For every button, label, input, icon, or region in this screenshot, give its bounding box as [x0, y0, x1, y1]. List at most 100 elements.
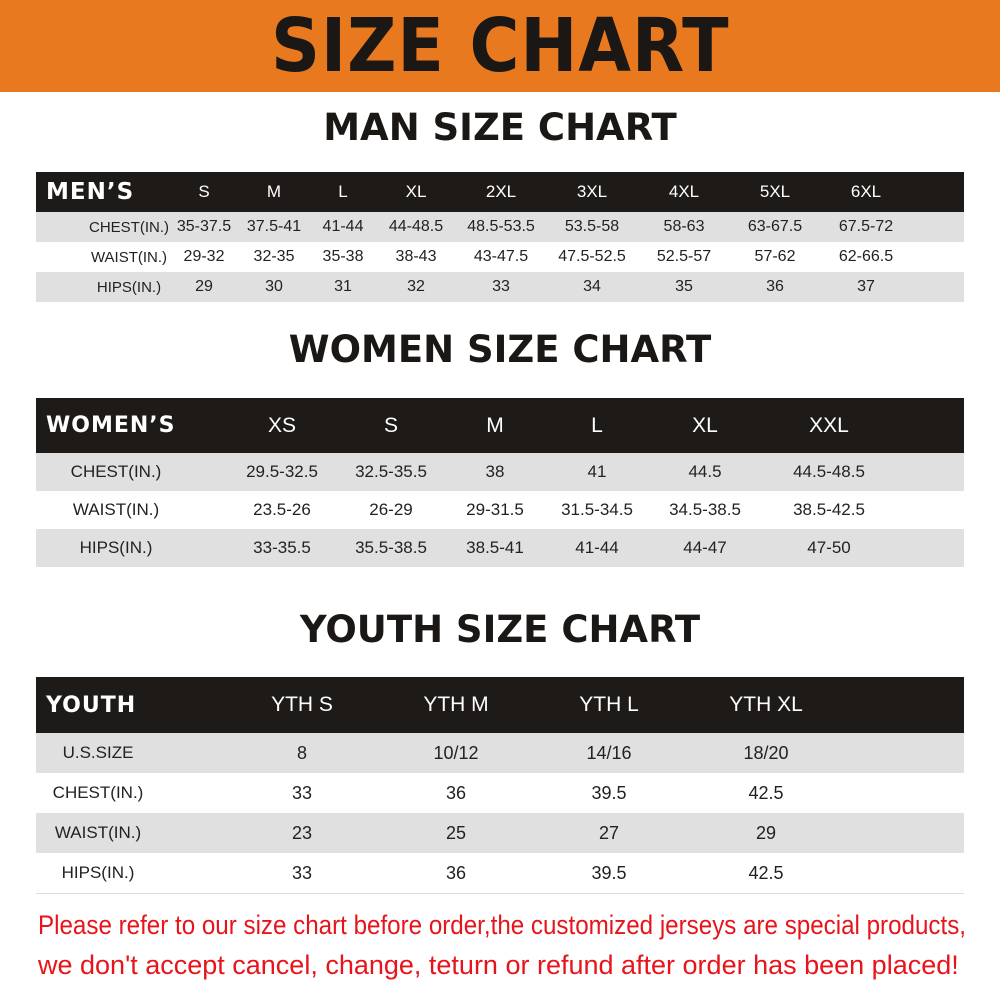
size-header: 5XL [759, 182, 791, 201]
table-cell: 18/20 [743, 742, 789, 763]
table-cell: 41 [587, 462, 607, 481]
table-title-cell: MEN’S [46, 179, 135, 205]
table-cell: 35-37.5 [176, 218, 232, 235]
row-label: CHEST(IN.) [52, 783, 144, 802]
size-header: XS [267, 413, 297, 437]
table-row: U.S.SIZE 8 10/12 14/16 18/20 [36, 733, 964, 773]
table-cell: 41-44 [322, 218, 364, 235]
table-cell: 30 [265, 278, 283, 295]
row-label: CHEST(IN.) [89, 218, 169, 236]
table-cell: 37.5-41 [246, 218, 302, 235]
banner-title: SIZE CHART [270, 3, 730, 89]
notice-line-2: we don't accept cancel, change, teturn o… [38, 950, 959, 980]
table-cell: 32 [407, 278, 425, 295]
table-cell: 29.5-32.5 [246, 462, 318, 481]
table-cell: 23.5-26 [253, 500, 311, 519]
table-cell: 29-32 [183, 248, 225, 265]
table-cell: 10/12 [433, 742, 479, 763]
table-cell: 38.5-41 [466, 538, 524, 557]
table-cell: 32-35 [253, 248, 295, 265]
table-cell: 36 [445, 782, 467, 803]
size-header: 6XL [850, 182, 882, 201]
size-header: 4XL [668, 182, 700, 201]
table-row: CHEST(IN.) 29.5-32.5 32.5-35.5 38 41 44.5 44.5… [36, 453, 964, 491]
table-cell: 48.5-53.5 [467, 218, 535, 235]
table-row: HIPS(IN.) 33 36 39.5 42.5 [36, 853, 964, 893]
table-cell: 35 [675, 278, 693, 295]
size-header: L [338, 182, 348, 201]
table-cell: 34 [583, 278, 601, 295]
table-cell: 25 [445, 822, 467, 843]
table-cell: 27 [598, 822, 620, 843]
table-cell: 29 [755, 822, 777, 843]
size-header: S [383, 413, 399, 437]
table-cell: 47.5-52.5 [558, 248, 626, 265]
size-header: L [591, 413, 603, 437]
men-header-row: MEN’S S M L XL 2XL 3XL 4XL 5XL 6XL [36, 172, 964, 212]
size-header: 3XL [576, 182, 608, 201]
table-title-cell: WOMEN’S [46, 413, 176, 438]
table-cell: 42.5 [748, 782, 784, 803]
size-header: YTH XL [729, 693, 803, 716]
table-cell: 39.5 [591, 862, 627, 883]
table-cell: 33 [492, 278, 510, 295]
table-cell: 36 [766, 278, 784, 295]
table-cell: 36 [445, 862, 467, 883]
table-title-cell: YOUTH [46, 692, 137, 718]
table-row: WAIST(IN.) 23.5-26 26-29 29-31.5 31.5-34.5 34… [36, 491, 964, 529]
table-row: HIPS(IN.) 33-35.5 35.5-38.5 38.5-41 41-44 44-… [36, 529, 964, 567]
table-cell: 41-44 [575, 538, 619, 557]
table-cell: 47-50 [807, 538, 851, 557]
table-cell: 14/16 [586, 742, 632, 763]
table-cell: 8 [296, 742, 308, 763]
table-cell: 29 [195, 278, 213, 295]
table-cell: 53.5-58 [564, 218, 620, 235]
table-cell: 38 [485, 462, 505, 481]
table-cell: 58-63 [663, 218, 705, 235]
table-cell: 57-62 [754, 248, 796, 265]
size-header: YTH M [423, 693, 489, 716]
table-row: CHEST(IN.) 35-37.5 37.5-41 41-44 44-48.5 48.5… [36, 212, 964, 242]
table-row: WAIST(IN.) 23 25 27 29 [36, 813, 964, 853]
youth-title: YOUTH SIZE CHART [299, 608, 701, 651]
table-cell: 26-29 [369, 500, 413, 519]
row-label: HIPS(IN.) [79, 538, 153, 557]
size-header: M [266, 182, 282, 201]
table-cell: 52.5-57 [656, 248, 712, 265]
row-label: HIPS(IN.) [61, 863, 135, 882]
row-label: CHEST(IN.) [70, 462, 162, 481]
men-title: MAN SIZE CHART [323, 106, 677, 149]
table-row: CHEST(IN.) 33 36 39.5 42.5 [36, 773, 964, 813]
table-cell: 62-66.5 [838, 248, 894, 265]
table-cell: 63-67.5 [747, 218, 803, 235]
size-header: XXL [809, 413, 849, 437]
table-cell: 38.5-42.5 [793, 500, 865, 519]
table-row: HIPS(IN.) 29 30 31 32 33 34 35 36 37 [36, 272, 964, 302]
table-row: WAIST(IN.) 29-32 32-35 35-38 38-43 43-47.5 47.… [36, 242, 964, 272]
table-cell: 38-43 [395, 248, 437, 265]
table-cell: 33 [291, 862, 313, 883]
row-label: WAIST(IN.) [54, 823, 142, 842]
women-size-table: WOMEN’S XS S M L XL XXL CHEST(IN.) 29.5-32.5 32.5… [36, 398, 964, 567]
men-size-table: MEN’S S M L XL 2XL 3XL 4XL 5XL 6XL CHEST(IN.) 35-37… [36, 172, 964, 302]
table-cell: 42.5 [748, 862, 784, 883]
table-cell: 39.5 [591, 782, 627, 803]
row-label: HIPS(IN.) [96, 278, 162, 296]
size-header: S [198, 182, 210, 201]
table-cell: 44-48.5 [388, 218, 444, 235]
size-header: YTH S [271, 693, 333, 716]
row-label: WAIST(IN.) [90, 248, 168, 266]
table-cell: 23 [291, 822, 313, 843]
youth-header-row: YOUTH YTH S YTH M YTH L YTH XL [36, 677, 964, 733]
size-header: XL [692, 413, 718, 437]
table-cell: 33-35.5 [253, 538, 311, 557]
table-cell: 44-47 [683, 538, 727, 557]
table-cell: 35.5-38.5 [355, 538, 427, 557]
table-cell: 44.5 [688, 462, 722, 481]
table-cell: 44.5-48.5 [793, 462, 865, 481]
row-label: WAIST(IN.) [72, 500, 160, 519]
table-cell: 43-47.5 [473, 248, 529, 265]
size-header: 2XL [485, 182, 517, 201]
women-header-row: WOMEN’S XS S M L XL XXL [36, 398, 964, 453]
youth-size-table: YOUTH YTH S YTH M YTH L YTH XL U.S.SIZE 8 10/12… [36, 677, 964, 894]
